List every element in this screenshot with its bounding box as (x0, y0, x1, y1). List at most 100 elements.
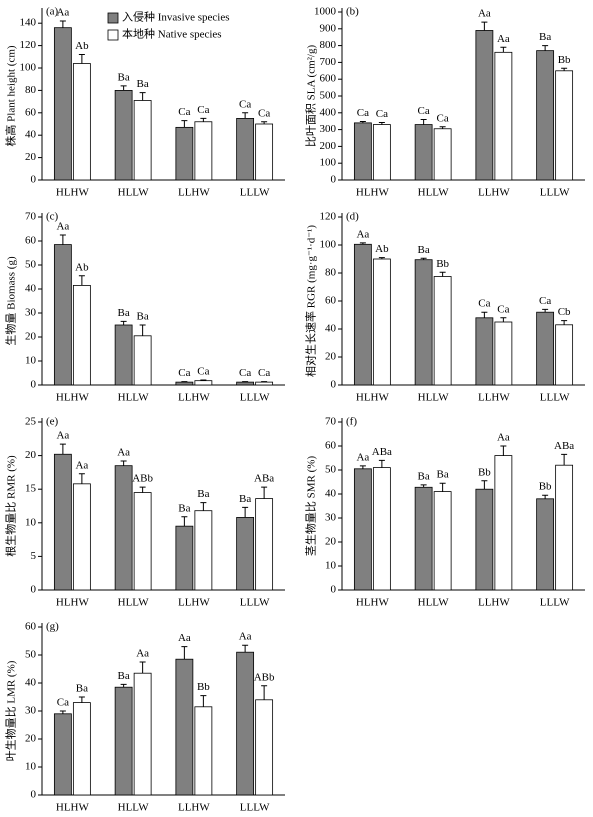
bar (133, 100, 152, 181)
y-tick-label: 20 (25, 331, 37, 343)
bar (236, 118, 255, 181)
y-axis-label: 根生物量比 RMR (%) (4, 455, 18, 557)
bar (536, 498, 555, 591)
y-tick-label: 25 (25, 416, 37, 428)
y-tick-label: 0 (331, 174, 337, 186)
bar (555, 70, 574, 181)
bar (255, 381, 274, 386)
bar (255, 123, 274, 181)
bar (494, 51, 513, 181)
significance-label: Ca (357, 107, 369, 119)
y-tick-label: 40 (25, 283, 37, 295)
bar (53, 713, 72, 796)
significance-label: Ca (478, 298, 490, 310)
bar (236, 381, 255, 386)
error-bar (181, 516, 188, 527)
x-tick-label: LLHW (178, 802, 210, 814)
error-bar (439, 126, 446, 129)
bar (114, 465, 133, 591)
significance-label: Ca (239, 367, 251, 379)
error-bar (359, 242, 366, 245)
error-bar (139, 661, 146, 674)
bar (414, 124, 433, 181)
panel-label: (c) (46, 211, 59, 223)
significance-label: Ca (418, 105, 430, 117)
error-bar (242, 644, 249, 653)
y-tick-label: 120 (320, 211, 337, 223)
bar (353, 122, 372, 181)
significance-label: Ab (75, 40, 89, 52)
y-tick-label: 50 (25, 649, 37, 661)
x-tick-label: LLHW (478, 597, 510, 609)
y-tick-label: 80 (25, 84, 37, 96)
bar (494, 455, 513, 591)
x-tick-label: HLLW (118, 802, 150, 814)
significance-label: Ba (418, 244, 430, 256)
significance-label: Ba (137, 78, 149, 90)
bar (53, 244, 72, 386)
legend-label: 本地种 Native species (122, 27, 222, 41)
error-bar (420, 257, 427, 260)
bar (475, 488, 494, 591)
error-bar (481, 480, 488, 490)
x-tick-label: HLHW (56, 597, 90, 609)
chart-panel: (d) 相对生长速率 RGR (mg·g⁻¹·d⁻¹) 0 20 40 60 80 100 12… (304, 211, 585, 404)
significance-label: Ba (539, 31, 551, 43)
y-tick-label: 10 (25, 761, 37, 773)
bar (353, 468, 372, 591)
bar (353, 243, 372, 386)
significance-label: ABa (372, 446, 392, 458)
error-bar (542, 494, 549, 499)
error-bar (500, 317, 507, 322)
bar (555, 464, 574, 591)
bar (53, 453, 72, 591)
error-bar (200, 695, 207, 707)
y-tick-label: 15 (25, 483, 37, 495)
y-tick-label: 800 (320, 39, 337, 51)
x-tick-label: HLLW (118, 597, 150, 609)
error-bar (359, 465, 366, 469)
y-tick-label: 30 (25, 705, 37, 717)
x-tick-label: LLLW (540, 597, 570, 609)
significance-label: Ab (375, 243, 389, 255)
significance-label: Ca (239, 98, 251, 110)
error-bar (481, 21, 488, 31)
panel-label: (e) (46, 416, 59, 428)
y-tick-label: 40 (325, 488, 337, 500)
y-tick-label: 30 (325, 512, 337, 524)
bar (194, 380, 213, 386)
chart-panel: (a) 株高 Plant height (cm) 0 20 40 60 80 100 120 14… (4, 6, 285, 199)
bar (72, 702, 91, 796)
x-tick-label: HLLW (418, 187, 450, 199)
bar (133, 492, 152, 591)
significance-label: Ca (497, 303, 509, 315)
bar (114, 686, 133, 796)
error-bar (59, 20, 66, 28)
error-bar (500, 46, 507, 53)
y-tick-label: 200 (320, 140, 337, 152)
significance-label: Bb (478, 466, 491, 478)
y-tick-label: 300 (320, 123, 337, 135)
x-tick-label: HLLW (418, 392, 450, 404)
significance-label: ABa (254, 473, 274, 485)
bar (372, 467, 391, 591)
chart-panel: (c) 生物量 Biomass (g) 0 10 20 30 40 50 60 70 HLHW HLL… (4, 211, 285, 404)
significance-label: Aa (56, 6, 69, 18)
error-bar (200, 117, 207, 122)
error-bar (242, 506, 249, 518)
panel-label: (d) (346, 211, 359, 223)
error-bar (200, 502, 207, 511)
x-tick-label: HLHW (356, 597, 390, 609)
significance-label: Aa (497, 33, 510, 45)
significance-label: Cb (558, 306, 571, 318)
significance-label: Aa (117, 447, 130, 459)
bar (433, 276, 452, 386)
significance-label: Ba (437, 469, 449, 481)
bar (72, 63, 91, 181)
chart-panel: (b) 比叶面积 SLA (cm²/g) 0 100 200 300 400 500 600 70… (305, 6, 585, 199)
error-bar (120, 85, 127, 91)
significance-label: Ca (197, 104, 209, 116)
chart-panel: (e) 根生物量比 RMR (%) 0 5 10 15 20 25 HLHW HLLW LLHW LL… (4, 416, 285, 609)
significance-label: Aa (75, 459, 88, 471)
